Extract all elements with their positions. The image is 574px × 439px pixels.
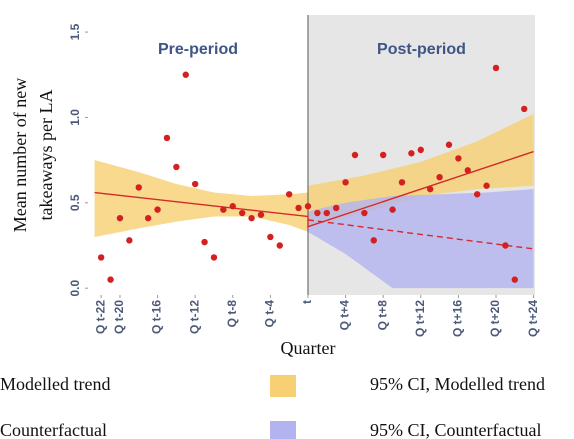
x-axis-label: Quarter <box>281 338 336 358</box>
data-point <box>295 204 302 212</box>
data-point <box>492 64 500 72</box>
x-tick-label: Q t+8 <box>375 300 389 331</box>
x-tick-label: Q t+16 <box>451 300 465 337</box>
data-point <box>473 191 481 198</box>
data-point <box>191 180 199 188</box>
data-point <box>398 179 406 186</box>
legend-label: 95% CI, Modelled trend <box>370 374 545 394</box>
data-point <box>464 167 471 174</box>
y-axis-label: Mean number of new <box>10 78 30 232</box>
data-point <box>229 203 236 210</box>
data-point <box>332 204 340 212</box>
data-point <box>408 150 415 157</box>
data-point <box>238 209 246 217</box>
x-tick-label: Q t+24 <box>526 300 540 337</box>
data-point <box>173 163 180 171</box>
x-tick-label: Q t-20 <box>112 300 126 334</box>
data-point <box>389 206 396 213</box>
y-tick-label: 1.5 <box>68 23 82 40</box>
data-point <box>520 105 528 113</box>
data-point <box>201 238 208 246</box>
data-point <box>379 151 387 159</box>
data-point <box>417 146 424 154</box>
data-point <box>182 71 189 78</box>
data-point <box>276 242 283 249</box>
data-point <box>135 184 142 191</box>
y-tick-label: 0.5 <box>68 194 82 211</box>
data-point <box>426 185 434 193</box>
data-point <box>370 237 377 244</box>
annotation: Post-period <box>377 41 466 58</box>
data-point <box>483 182 490 189</box>
y-axis-label: takeaways per LA <box>36 90 56 221</box>
x-tick-label: Q t-22 <box>93 300 107 334</box>
legend-swatch <box>270 421 296 439</box>
data-point <box>116 214 124 222</box>
data-point <box>248 214 255 222</box>
data-point <box>126 237 133 244</box>
ci-band <box>94 160 308 237</box>
trend-line <box>94 150 534 228</box>
data-point <box>511 276 518 283</box>
data-point <box>351 151 359 159</box>
data-point <box>455 155 462 162</box>
x-tick-label: Q t+20 <box>488 300 502 337</box>
data-point <box>323 209 330 217</box>
data-point <box>361 209 368 217</box>
data-point <box>304 203 312 210</box>
data-point <box>97 254 105 261</box>
ci-band <box>307 114 534 227</box>
data-point <box>210 254 218 261</box>
data-point <box>257 211 265 218</box>
data-point <box>314 209 321 217</box>
data-point <box>220 206 227 213</box>
data-point <box>436 173 443 181</box>
legend-label: 95% CI, Counterfactual <box>370 420 541 439</box>
data-point <box>285 191 293 198</box>
x-tick-label: Q t+4 <box>338 300 352 331</box>
data-point <box>144 214 152 222</box>
data-point <box>154 206 161 213</box>
annotation: Pre-period <box>158 41 238 58</box>
legend-label: Modelled trend <box>0 374 110 394</box>
x-tick-label: Q t-12 <box>187 300 201 334</box>
legend-swatch <box>270 375 296 397</box>
legend-label: Counterfactual <box>0 420 107 439</box>
trend-line <box>307 219 534 250</box>
x-tick-label: Q t-8 <box>225 300 239 328</box>
y-tick-label: 1.0 <box>68 109 82 126</box>
data-point <box>502 242 509 249</box>
data-point <box>267 233 274 241</box>
data-point <box>445 141 453 148</box>
x-tick-label: Q t-4 <box>263 300 277 328</box>
x-tick-label: t <box>300 300 314 304</box>
data-point <box>342 179 349 186</box>
data-point <box>107 276 114 283</box>
data-point <box>163 134 171 142</box>
x-tick-label: Q t+12 <box>413 300 427 337</box>
y-tick-label: 0.0 <box>68 280 82 297</box>
x-tick-label: Q t-16 <box>150 300 164 334</box>
